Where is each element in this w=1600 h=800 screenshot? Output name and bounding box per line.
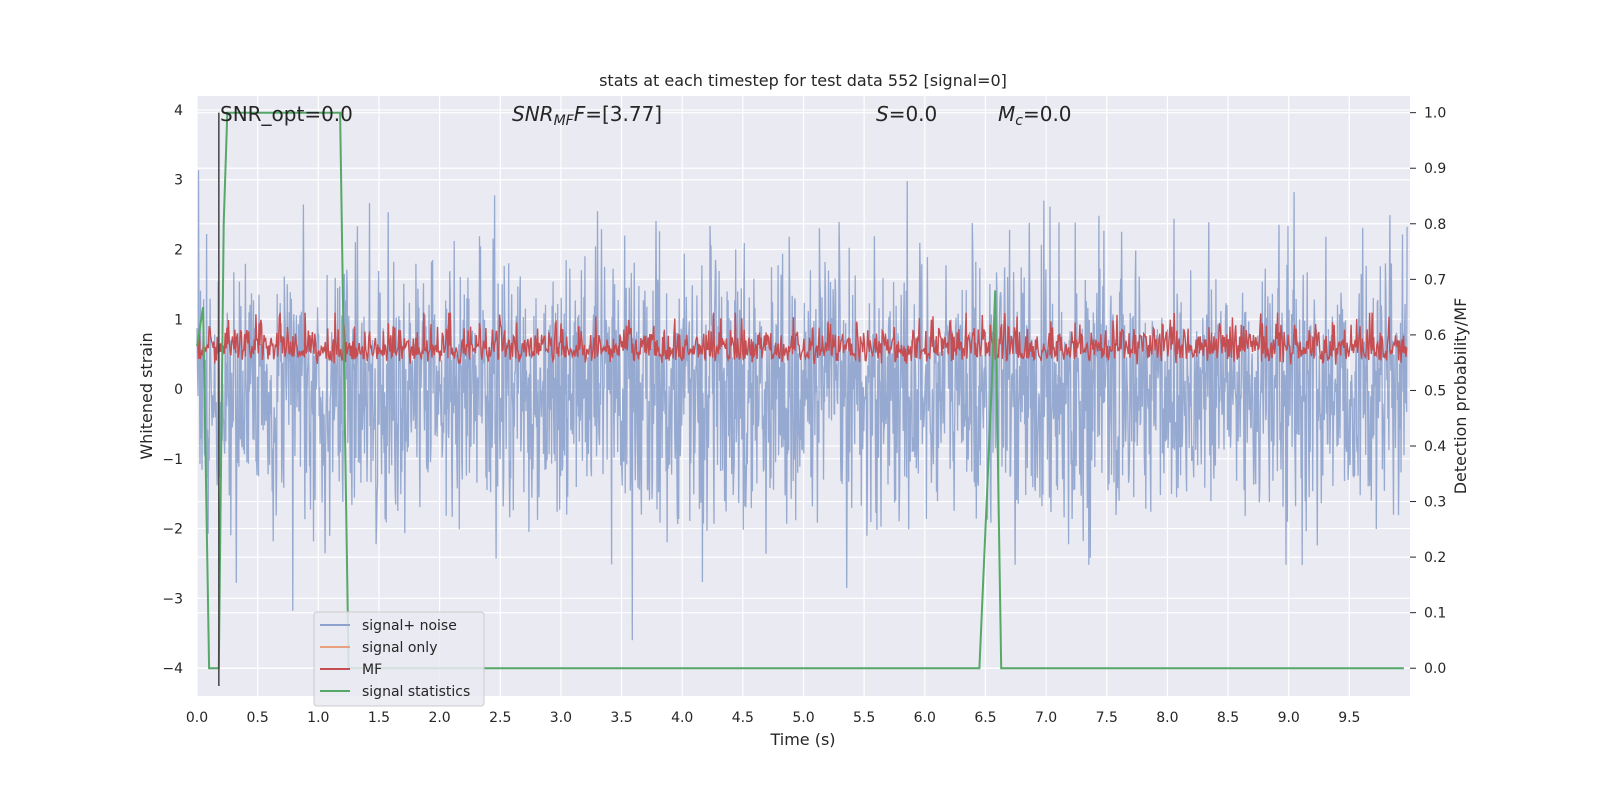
y-right-tick-label: 0.7: [1424, 272, 1446, 288]
y-left-tick-label: −1: [162, 452, 183, 468]
x-tick-label: 3.5: [610, 710, 632, 726]
y-right-tick-label: 0.3: [1424, 495, 1446, 511]
x-tick-label: 7.0: [1035, 710, 1057, 726]
legend-box: [313, 611, 485, 707]
x-tick-label: 4.5: [732, 710, 754, 726]
x-tick-label: 0.5: [247, 710, 269, 726]
x-tick-label: 3.0: [550, 710, 572, 726]
y-left-tick-label: −2: [162, 522, 183, 538]
snr-mf-value: =[3.77]: [585, 102, 662, 126]
x-tick-label: 2.0: [428, 710, 450, 726]
y-left-tick-label: −3: [162, 591, 183, 607]
snr-mf-sub: MF: [554, 113, 575, 129]
snr-mf-prefix: SNR: [512, 102, 554, 126]
y-left-tick-label: 3: [174, 173, 183, 189]
y-right-axis-label: Detection probability/MF: [1451, 298, 1470, 495]
y-left-tick-label: 1: [174, 312, 183, 328]
s-label: S: [876, 102, 889, 126]
y-left-tick-label: −4: [162, 661, 183, 677]
y-right-tick-label: 0.9: [1424, 161, 1446, 177]
legend-label: signal only: [362, 640, 437, 656]
x-tick-label: 7.5: [1096, 710, 1118, 726]
annotation-s: S=0.0: [876, 102, 937, 126]
y-left-axis-label: Whitened strain: [137, 332, 156, 459]
y-left-tick-label: 4: [174, 103, 183, 119]
chart-title: stats at each timestep for test data 552…: [599, 71, 1007, 90]
y-right-tick-label: 0.6: [1424, 328, 1446, 344]
x-tick-label: 1.0: [307, 710, 329, 726]
legend-label: signal+ noise: [362, 618, 457, 634]
y-right-tick-label: 0.8: [1424, 217, 1446, 233]
y-left-tick-label: 0: [174, 382, 183, 398]
x-tick-label: 8.0: [1156, 710, 1178, 726]
mc-label: M: [998, 102, 1015, 126]
x-tick-label: 5.0: [792, 710, 814, 726]
y-right-tick-label: 0.1: [1424, 606, 1446, 622]
y-right-tick-label: 0.5: [1424, 383, 1446, 399]
x-tick-label: 4.0: [671, 710, 693, 726]
x-tick-label: 9.0: [1278, 710, 1300, 726]
x-tick-label: 2.5: [489, 710, 511, 726]
y-right-tick-label: 0.0: [1424, 661, 1446, 677]
x-tick-label: 6.0: [914, 710, 936, 726]
x-tick-label: 0.0: [186, 710, 208, 726]
series-mf: [196, 312, 1408, 365]
legend-label: signal statistics: [362, 684, 470, 700]
x-tick-label: 1.5: [368, 710, 390, 726]
y-right-tick-label: 0.4: [1424, 439, 1446, 455]
y-right-axis-ticks: 1.0 0.9 0.8 0.7 0.6 0.5 0.4 0.3 0.2 0.1 0.0: [1410, 106, 1446, 677]
mf-line: [196, 312, 1408, 365]
x-tick-label: 9.5: [1338, 710, 1360, 726]
y-right-tick-label: 0.2: [1424, 550, 1446, 566]
snr-mf-letter: F: [574, 102, 586, 126]
mc-value: =0.0: [1023, 102, 1072, 126]
mc-sub: c: [1015, 113, 1023, 129]
annotation-snr-mf: SNRMFF=[3.77]: [512, 102, 662, 129]
legend: signal+ noise signal only MF signal statist…: [313, 611, 485, 707]
y-right-tick-label: 1.0: [1424, 106, 1446, 122]
y-left-axis-ticks: 4 3 2 1 0 −1 −2 −3 −4: [162, 103, 183, 677]
annotation-snr-opt: SNR_opt=0.0: [220, 102, 353, 126]
annotation-mc: Mc=0.0: [998, 102, 1072, 129]
x-tick-label: 5.5: [853, 710, 875, 726]
x-tick-label: 6.5: [974, 710, 996, 726]
x-axis-ticks: 0.0 0.5 1.0 1.5 2.0 2.5 3.0 3.5 4.0 4.5 5.0 5.5 6.0 6…: [186, 710, 1361, 726]
s-value: =0.0: [889, 102, 938, 126]
x-axis-label: Time (s): [769, 730, 835, 749]
y-left-tick-label: 2: [174, 242, 183, 258]
x-tick-label: 8.5: [1217, 710, 1239, 726]
legend-label: MF: [362, 662, 382, 678]
